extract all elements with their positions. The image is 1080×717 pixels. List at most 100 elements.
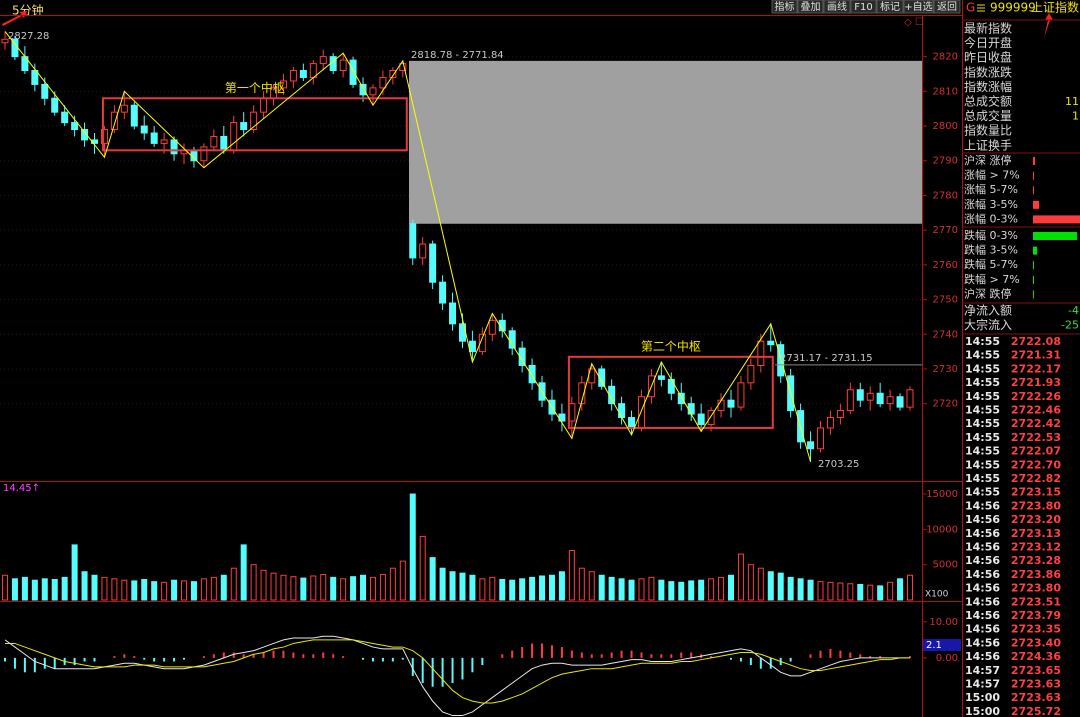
volume-bar bbox=[479, 578, 486, 601]
tick-time: 14:57 bbox=[965, 678, 1000, 691]
volume-bar bbox=[399, 560, 406, 601]
tick-time: 14:56 bbox=[965, 595, 1000, 608]
tick-time: 14:56 bbox=[965, 623, 1000, 636]
tick-price: 2723.80 bbox=[1011, 582, 1061, 595]
quote-separators bbox=[962, 19, 1080, 335]
candle-body bbox=[816, 427, 824, 450]
toolbar-button-label[interactable]: +自选 bbox=[904, 0, 932, 13]
tick-time: 15:00 bbox=[965, 691, 1000, 704]
toolbar-button[interactable] bbox=[797, 0, 824, 14]
candle-body bbox=[140, 125, 148, 134]
candle-body bbox=[230, 122, 238, 151]
candle-body bbox=[856, 389, 864, 401]
toolbar-button[interactable] bbox=[823, 0, 851, 14]
volume-bar bbox=[419, 535, 426, 601]
toolbar-button[interactable] bbox=[903, 0, 934, 14]
candle-body bbox=[608, 385, 616, 405]
tick-price: 2725.72 bbox=[1011, 705, 1061, 717]
volume-bar bbox=[519, 578, 526, 601]
volume-bar bbox=[708, 578, 715, 601]
breadth-bar bbox=[1033, 200, 1039, 209]
volume-bar bbox=[727, 574, 734, 601]
volume-bar bbox=[668, 581, 675, 601]
volume-bar bbox=[240, 544, 247, 601]
tick-time: 14:55 bbox=[965, 376, 1000, 389]
y-tick-label: 2760 bbox=[933, 260, 958, 271]
candle-body bbox=[767, 340, 775, 346]
volume-bar bbox=[568, 550, 575, 601]
toolbar-button[interactable] bbox=[850, 0, 877, 14]
tick-price: 2722.17 bbox=[1011, 362, 1061, 375]
y-tick-label: 2800 bbox=[933, 121, 958, 132]
flow-label: 净流入额 bbox=[964, 304, 1012, 318]
price-annotation: 2818.78 - 2771.84 bbox=[411, 50, 504, 61]
volume-bar bbox=[181, 580, 188, 601]
toolbar-button[interactable] bbox=[771, 0, 798, 14]
volume-bar bbox=[379, 574, 386, 601]
breadth-bar bbox=[1033, 290, 1034, 299]
flow-label: 大宗流入 bbox=[964, 317, 1012, 332]
breadth-label: 跌幅 > 7% bbox=[964, 272, 1020, 286]
toolbar-button-label[interactable]: F10 bbox=[854, 2, 872, 13]
candle-body bbox=[498, 319, 506, 332]
toolbar-button-label[interactable]: 画线 bbox=[827, 0, 847, 13]
candle-body bbox=[737, 382, 745, 408]
toolbar-button-label[interactable]: 叠加 bbox=[801, 1, 821, 13]
candle-body bbox=[598, 368, 606, 387]
candle-body bbox=[628, 417, 636, 429]
volume-bar bbox=[747, 564, 754, 601]
candle-body bbox=[379, 76, 387, 89]
volume-bar bbox=[539, 575, 546, 601]
tick-time: 14:56 bbox=[965, 582, 1000, 595]
volume-bar bbox=[608, 576, 615, 601]
candle-body bbox=[886, 396, 894, 405]
tick-time: 14:55 bbox=[965, 335, 1000, 348]
volume-bar bbox=[2, 574, 8, 601]
candle-body bbox=[409, 223, 417, 259]
volume-bar bbox=[220, 574, 227, 601]
toolbar-button-label[interactable]: 标记 bbox=[880, 1, 900, 13]
candle-body bbox=[667, 378, 675, 394]
pivot-zone bbox=[567, 355, 774, 429]
candle-body bbox=[439, 281, 447, 304]
field-label: 总成交量 bbox=[964, 108, 1012, 123]
toolbar-button[interactable] bbox=[933, 0, 961, 14]
candle-body bbox=[160, 139, 168, 144]
tick-time: 14:55 bbox=[965, 431, 1000, 444]
candle-body bbox=[906, 389, 914, 408]
candle-body bbox=[51, 97, 59, 113]
price-annotation: 2731.17 - 2731.15 bbox=[780, 353, 873, 364]
toolbar-button-label[interactable]: 指标 bbox=[775, 0, 795, 13]
candle-body bbox=[150, 132, 158, 144]
y-tick-label: 2790 bbox=[933, 156, 958, 167]
tick-time: 14:56 bbox=[965, 513, 1000, 526]
breadth-label: 跌幅 3-5% bbox=[964, 243, 1018, 257]
volume-bar bbox=[270, 572, 277, 601]
toolbar-button-label[interactable]: 返回 bbox=[937, 1, 957, 13]
candle-body bbox=[618, 403, 626, 419]
breadth-bar bbox=[1033, 171, 1034, 180]
breadth-bar bbox=[1033, 246, 1037, 255]
candle-body bbox=[100, 129, 108, 144]
volume-bar bbox=[757, 567, 764, 601]
candle-body bbox=[279, 80, 287, 89]
volume-bar bbox=[469, 574, 476, 601]
candle-body bbox=[687, 403, 695, 415]
price-annotation: 2703.25 bbox=[818, 459, 859, 470]
volume-bar bbox=[429, 557, 436, 601]
volume-bar bbox=[230, 567, 237, 601]
candle-body bbox=[61, 111, 69, 124]
tick-price: 2723.80 bbox=[1011, 499, 1061, 512]
y-tick-label: 10000 bbox=[926, 524, 958, 535]
breadth-bar bbox=[1033, 186, 1034, 195]
breadth-label: 跌幅 5-7% bbox=[964, 257, 1018, 271]
macd-annotation: 2.1 bbox=[926, 640, 942, 651]
tick-price: 2722.08 bbox=[1011, 335, 1061, 348]
field-label: 指数涨幅 bbox=[964, 79, 1012, 94]
breadth-bar bbox=[1033, 232, 1077, 240]
tick-time: 14:56 bbox=[965, 527, 1000, 540]
candle-body bbox=[210, 135, 218, 148]
tick-price: 2723.63 bbox=[1011, 678, 1061, 691]
toolbar-button[interactable] bbox=[876, 0, 904, 14]
volume-bar bbox=[369, 576, 376, 601]
